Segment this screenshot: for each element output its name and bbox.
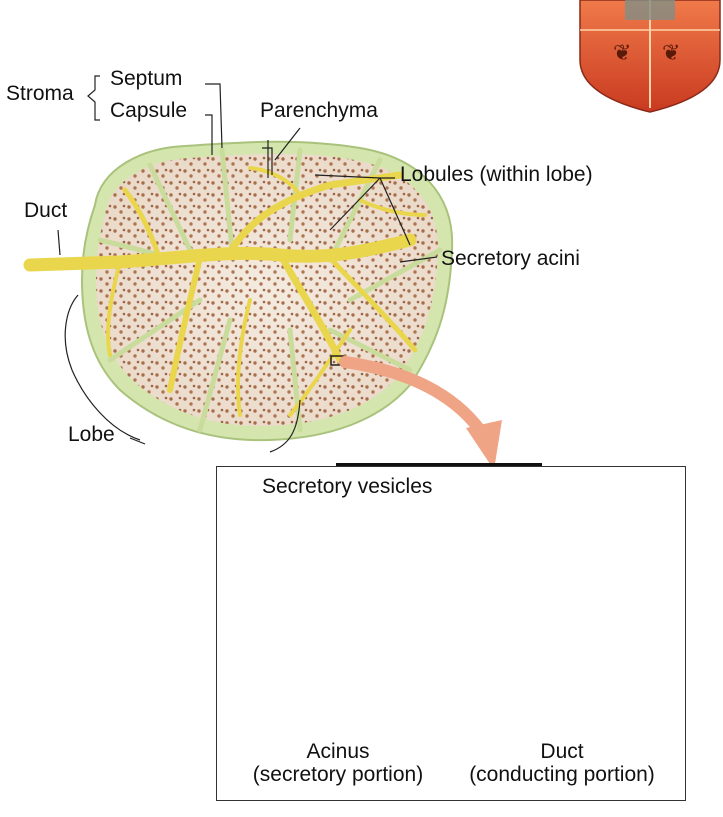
leader-lines: [57, 75, 438, 453]
capsule-label: Capsule: [110, 99, 188, 122]
duct-title: Duct: [540, 740, 584, 763]
acinus-caption: Acinus (secretory portion): [222, 740, 454, 786]
lobe-label: Lobe: [68, 423, 115, 446]
zoom-arrow: [339, 356, 502, 470]
septum-label: Septum: [110, 67, 183, 90]
svg-text:❦: ❦: [613, 41, 631, 66]
stroma-label: Stroma: [6, 82, 74, 105]
duct-label: Duct: [24, 199, 68, 222]
inset-frame: [216, 466, 686, 801]
inset-top-bar: [336, 463, 542, 468]
gland-lobe: [23, 140, 454, 442]
duct-caption: Duct (conducting portion): [448, 740, 676, 786]
svg-text:❦: ❦: [662, 41, 680, 66]
lobules-label: Lobules (within lobe): [400, 163, 593, 186]
acinus-title: Acinus: [306, 740, 370, 763]
secretory-vesicles-label: Secretory vesicles: [262, 475, 433, 498]
duct-subtitle: (conducting portion): [469, 763, 655, 786]
crest-emblem-icon: ❦ ❦: [579, 0, 721, 113]
secretory-acini-label: Secretory acini: [441, 247, 580, 270]
acinus-subtitle: (secretory portion): [252, 763, 424, 786]
parenchyma-label: Parenchyma: [260, 99, 378, 122]
